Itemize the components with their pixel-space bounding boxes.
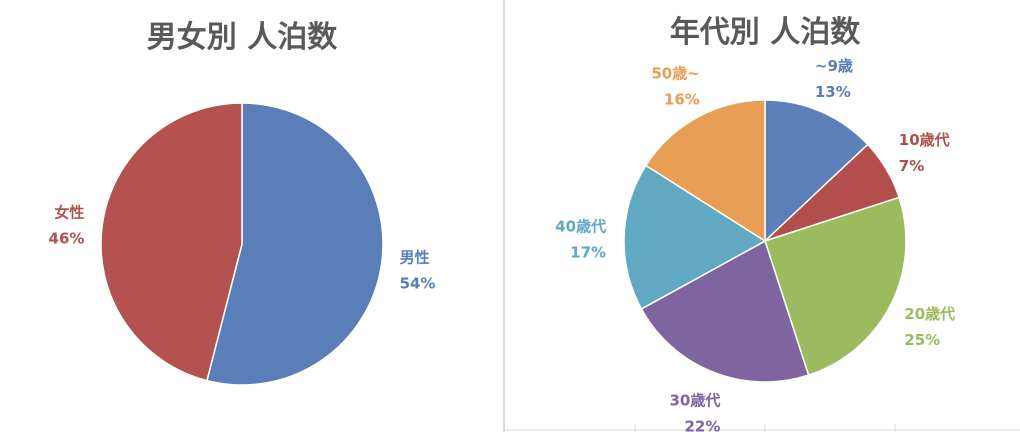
pie-slice-gender-0 [206,102,384,386]
slice-percent-label: 7% [899,157,924,175]
slice-percent-label: 13% [815,83,851,101]
pie-age: ~9歳 13% 10歳代 7% 20歳代 25% 30歳代 22% 40歳代 17% 50歳~ 16% [555,57,955,432]
slice-category-label: 女性 [54,203,84,221]
slice-category-label: 20歳代 [904,305,955,323]
slice-percent-label: 16% [664,90,700,108]
pie-slice-age-3 [640,239,810,383]
slice-category-label: 40歳代 [555,217,606,235]
slice-category-label: 50歳~ [651,64,699,82]
pie-slice-age-5 [644,99,766,243]
slice-category-label: 30歳代 [669,391,720,409]
slice-category-label: 10歳代 [899,131,950,149]
slice-percent-label: 17% [570,243,606,261]
slice-percent-label: 22% [684,417,720,432]
slice-percent-label: 46% [49,229,85,247]
slice-percent-label: 54% [400,275,436,293]
chart-title-age: 年代別 人泊数 [670,15,861,50]
pie-gender: 男性 54% 女性 46% [49,102,436,386]
panel-divider [503,0,505,432]
chart-title-gender: 男女別 人泊数 [147,20,338,55]
slice-category-label: 男性 [400,249,430,267]
pie-slice-age-4 [623,164,767,310]
slice-percent-label: 25% [904,331,940,349]
pie-slice-age-0 [764,99,869,243]
slice-category-label: ~9歳 [815,57,853,75]
pie-slice-gender-1 [100,102,243,382]
pie-slice-age-2 [764,196,907,377]
